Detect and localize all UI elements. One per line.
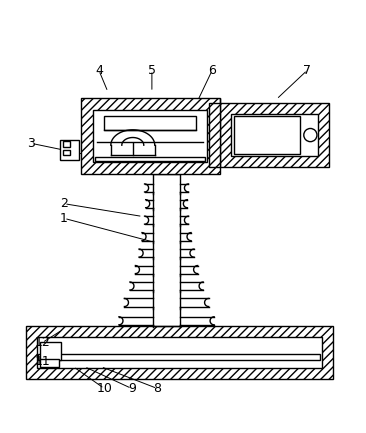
Bar bbox=[231, 114, 318, 156]
Bar bbox=[40, 343, 61, 360]
Bar bbox=[95, 157, 205, 161]
Text: 6: 6 bbox=[208, 64, 216, 77]
Bar bbox=[220, 103, 329, 167]
Text: 5: 5 bbox=[148, 64, 156, 77]
Text: 2: 2 bbox=[60, 197, 68, 210]
Text: 3: 3 bbox=[27, 137, 35, 150]
Text: 12: 12 bbox=[34, 336, 50, 349]
Text: 11: 11 bbox=[34, 355, 50, 368]
Bar bbox=[63, 150, 70, 155]
Text: 1: 1 bbox=[60, 212, 68, 225]
Bar bbox=[104, 116, 196, 130]
Text: 8: 8 bbox=[153, 382, 161, 395]
Bar bbox=[209, 103, 220, 167]
Bar bbox=[37, 337, 322, 368]
Bar bbox=[93, 110, 207, 162]
Bar bbox=[81, 97, 220, 174]
Bar bbox=[38, 354, 320, 360]
Bar bbox=[40, 359, 59, 367]
Text: 4: 4 bbox=[95, 64, 103, 77]
Bar bbox=[234, 116, 300, 154]
Bar bbox=[60, 139, 79, 160]
Bar bbox=[63, 142, 70, 147]
Bar bbox=[26, 326, 333, 379]
Text: 7: 7 bbox=[303, 64, 311, 77]
Text: 9: 9 bbox=[128, 382, 136, 395]
Text: 10: 10 bbox=[96, 382, 112, 395]
